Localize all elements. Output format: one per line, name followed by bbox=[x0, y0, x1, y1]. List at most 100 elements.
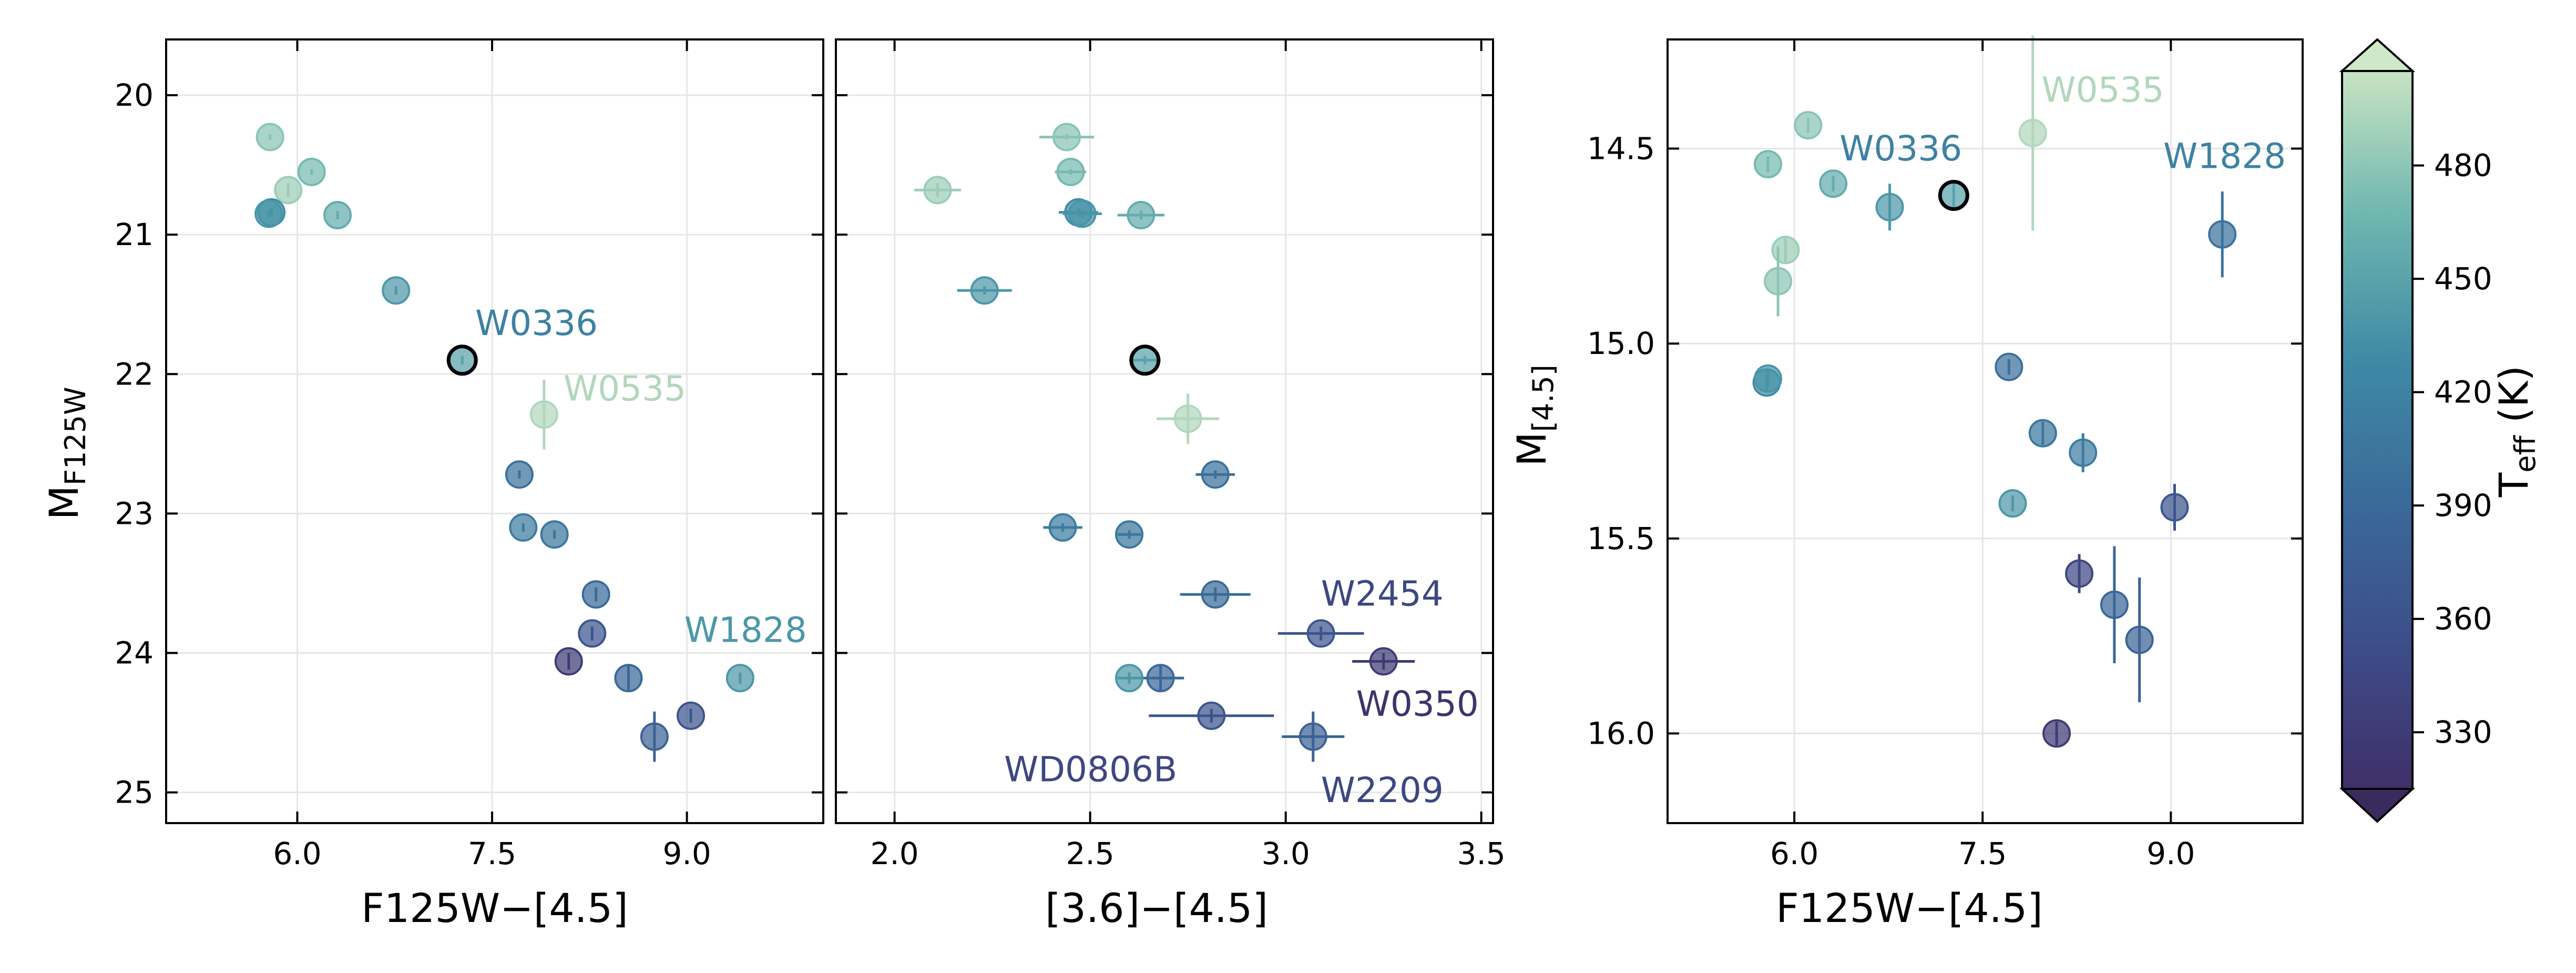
data-point bbox=[1764, 246, 1793, 317]
x-tick-label: 6.0 bbox=[273, 836, 321, 871]
marker bbox=[1819, 169, 1848, 198]
data-point bbox=[1753, 364, 1782, 393]
data-point bbox=[254, 199, 283, 228]
data-point bbox=[581, 580, 610, 609]
data-point bbox=[1352, 647, 1415, 676]
marker bbox=[1146, 664, 1175, 693]
colorbar-tick-label: 450 bbox=[2434, 261, 2492, 297]
data-points bbox=[1752, 35, 2237, 748]
x-tick-label: 2.0 bbox=[870, 836, 918, 871]
marker bbox=[254, 199, 283, 228]
colorbar-tick-label: 330 bbox=[2434, 714, 2492, 750]
grid-lines bbox=[1668, 39, 2303, 823]
y-tick-label: 14.5 bbox=[1587, 131, 1655, 167]
marker bbox=[1764, 267, 1793, 296]
marker bbox=[1115, 520, 1144, 549]
data-point bbox=[554, 647, 583, 676]
annotation-label: W1828 bbox=[684, 610, 807, 650]
marker bbox=[540, 520, 569, 549]
marker bbox=[614, 664, 643, 693]
x-tick-label: 3.0 bbox=[1262, 836, 1310, 871]
marker bbox=[1115, 664, 1144, 693]
marker bbox=[581, 580, 610, 609]
colorbar-label-main: T bbox=[2490, 472, 2537, 498]
data-point bbox=[446, 344, 478, 376]
colorbar-tick-label: 480 bbox=[2434, 148, 2492, 184]
data-point bbox=[1149, 701, 1274, 730]
y-tick-label: 23 bbox=[115, 495, 154, 531]
axes-frame bbox=[165, 38, 824, 824]
marker bbox=[554, 647, 583, 676]
x-axis-label: F125W−[4.5] bbox=[361, 885, 628, 931]
marker bbox=[323, 201, 352, 230]
annotations: W0535 W0336 W1828 bbox=[1839, 70, 2286, 177]
marker bbox=[725, 664, 754, 693]
panel-left-f125w-magnitude: W0336 W0535 W1828 6.0 7.5 9.0 20 21 22 23 24 25 F1… bbox=[40, 38, 824, 931]
panel-right-irac-magnitude: W0535 W0336 W1828 6.0 7.5 9.0 14.5 15.0 15.5 16.… bbox=[1508, 35, 2304, 931]
marker bbox=[2018, 118, 2047, 147]
data-point bbox=[323, 201, 352, 230]
marker bbox=[1197, 701, 1226, 730]
marker bbox=[1052, 123, 1081, 151]
annotation-label: W0535 bbox=[2041, 70, 2164, 110]
marker bbox=[274, 176, 303, 205]
y-tick-label: 22 bbox=[115, 356, 154, 392]
marker bbox=[1048, 513, 1077, 542]
marker bbox=[578, 619, 607, 648]
colorbar-gradient bbox=[2341, 70, 2414, 790]
marker bbox=[2100, 590, 2129, 619]
x-tick-label: 7.5 bbox=[1958, 836, 2007, 871]
annotation-label: W1828 bbox=[2163, 136, 2286, 177]
highlight-ring bbox=[1129, 344, 1161, 376]
data-point bbox=[1115, 664, 1144, 693]
marker bbox=[1753, 364, 1782, 393]
colorbar-label-unit: (K) bbox=[2490, 366, 2537, 435]
marker bbox=[2125, 625, 2154, 654]
axes-frame bbox=[1667, 38, 2304, 824]
tick-marks: 6.0 7.5 9.0 20 21 22 23 24 25 bbox=[115, 39, 823, 871]
data-point bbox=[1995, 352, 2023, 381]
marker bbox=[297, 157, 326, 186]
marker bbox=[382, 276, 411, 305]
marker bbox=[505, 460, 534, 489]
colorbar-teff: 330 360 390 420 450 480 Teff (K) bbox=[2339, 38, 2542, 823]
data-point bbox=[540, 520, 569, 549]
data-point bbox=[1117, 201, 1164, 230]
data-point bbox=[1277, 619, 1364, 648]
y-axis-label-main: M bbox=[1508, 432, 1555, 467]
marker bbox=[1794, 111, 1823, 140]
y-tick-label: 15.5 bbox=[1587, 521, 1655, 556]
marker bbox=[1299, 722, 1327, 751]
y-axis-label: MF125W bbox=[40, 387, 92, 520]
y-axis-label-main: M bbox=[40, 485, 87, 520]
data-point bbox=[1115, 520, 1144, 549]
x-tick-label: 9.0 bbox=[2146, 836, 2195, 871]
data-point bbox=[1195, 460, 1235, 489]
marker bbox=[255, 123, 284, 151]
marker bbox=[2160, 493, 2189, 522]
y-axis-label-subscript: F125W bbox=[59, 387, 92, 485]
data-point bbox=[255, 123, 284, 151]
colorbar-tick-label: 360 bbox=[2434, 601, 2492, 637]
data-point bbox=[1771, 236, 1800, 265]
data-point bbox=[677, 701, 706, 730]
data-point bbox=[2065, 554, 2094, 593]
annotation-label: W0336 bbox=[1839, 128, 1962, 169]
y-axis-label-subscript: [4.5] bbox=[1527, 364, 1560, 432]
data-point bbox=[2100, 546, 2129, 664]
tick-marks: 6.0 7.5 9.0 14.5 15.0 15.5 16.0 bbox=[1587, 39, 2303, 871]
data-point bbox=[1998, 489, 2027, 518]
marker bbox=[970, 276, 999, 305]
annotation-label: W2454 bbox=[1321, 573, 1444, 614]
data-point bbox=[1055, 157, 1087, 186]
marker bbox=[1995, 352, 2023, 381]
annotations: W0336 W0535 W1828 bbox=[475, 303, 807, 650]
y-tick-label: 24 bbox=[115, 635, 154, 671]
y-tick-label: 15.0 bbox=[1587, 326, 1655, 361]
marker bbox=[2042, 719, 2071, 748]
data-point bbox=[2160, 484, 2189, 531]
marker bbox=[1306, 619, 1335, 648]
y-tick-label: 16.0 bbox=[1587, 716, 1655, 752]
marker bbox=[1753, 150, 1782, 179]
